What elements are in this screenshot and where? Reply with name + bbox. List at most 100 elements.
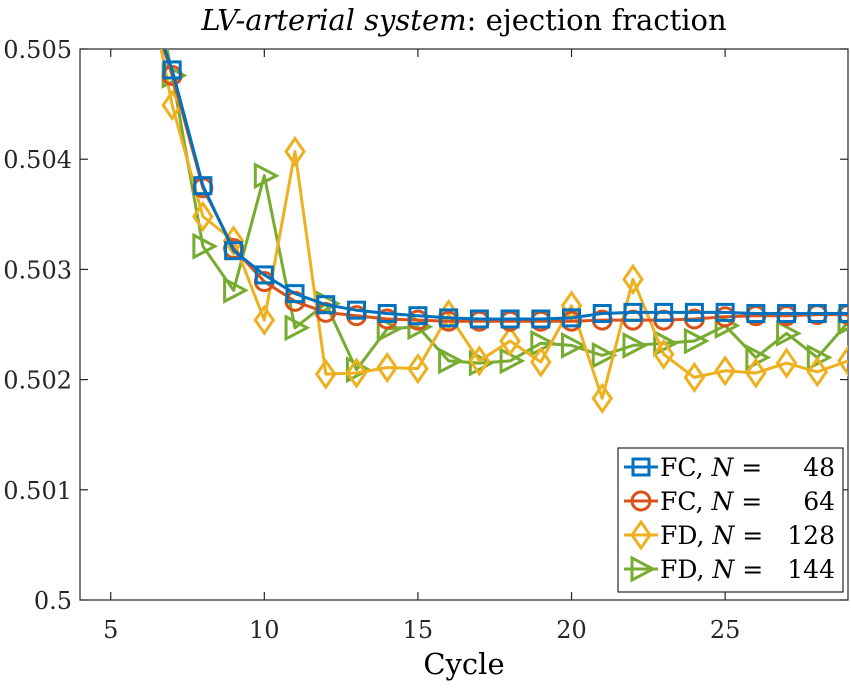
- legend-label: FD, N =: [660, 521, 763, 550]
- data-point-diamond: [806, 356, 829, 388]
- data-point-diamond: [407, 352, 429, 385]
- data-point-square: [162, 60, 182, 80]
- data-point-diamond: [714, 355, 736, 387]
- legend-method: FC,: [660, 453, 711, 482]
- legend-entry: FD, N = 144: [624, 555, 835, 584]
- data-point-diamond: [683, 361, 706, 394]
- y-tick-label: 0.503: [3, 256, 72, 284]
- series-circle: [161, 49, 848, 332]
- data-point-square: [654, 302, 674, 322]
- x-tick-label: 20: [556, 616, 587, 644]
- data-point-diamond: [591, 382, 614, 414]
- data-point-square: [377, 303, 397, 323]
- series-line: [165, 49, 848, 372]
- data-point-diamond: [376, 351, 399, 384]
- data-point-triangle-right: [192, 232, 219, 260]
- legend-eq: =: [734, 521, 763, 550]
- data-point-square: [500, 309, 520, 329]
- legend-number: 128: [787, 521, 835, 550]
- data-point-triangle-right: [561, 331, 587, 359]
- series-square: [162, 49, 848, 329]
- legend-label: FD, N =: [660, 555, 763, 584]
- data-point-square: [562, 308, 582, 328]
- legend-number: 144: [787, 555, 835, 584]
- legend-eq: =: [733, 487, 762, 516]
- legend-marker-square: [631, 457, 651, 477]
- data-point-diamond: [314, 358, 337, 390]
- data-point-square: [777, 303, 797, 323]
- y-tick-label: 0.504: [3, 146, 72, 174]
- y-tick-label: 0.502: [3, 367, 72, 395]
- legend-var: N: [711, 555, 735, 584]
- data-point-square: [531, 309, 551, 329]
- data-point-square: [346, 300, 366, 320]
- series-line: [162, 49, 848, 323]
- legend-entry: FC, N = 48: [624, 453, 835, 482]
- data-point-triangle-right: [683, 327, 710, 355]
- legend-method: FD,: [660, 555, 712, 584]
- data-point-triangle-right: [284, 314, 311, 342]
- data-point-square: [623, 302, 643, 322]
- legend-var: N: [710, 453, 734, 482]
- data-point-diamond: [529, 346, 552, 378]
- legend-number: 64: [803, 487, 835, 516]
- data-point-square: [746, 303, 766, 323]
- legend-entry: FC, N = 64: [624, 487, 835, 516]
- data-point-triangle-right: [376, 315, 403, 343]
- data-point-square: [193, 176, 213, 196]
- data-point-triangle-right: [622, 331, 649, 359]
- data-point-triangle-right: [591, 341, 618, 369]
- data-point-diamond: [745, 357, 767, 389]
- data-point-square: [224, 241, 244, 261]
- chart-title-rest: : ejection fraction: [467, 3, 727, 37]
- data-point-square: [715, 302, 735, 322]
- legend-entry: FD, N = 128: [624, 519, 835, 551]
- data-point-triangle-right: [499, 347, 526, 375]
- data-point-square: [439, 308, 459, 328]
- data-point-square: [807, 303, 827, 323]
- x-tick-label: 10: [249, 616, 280, 644]
- y-tick-label: 0.501: [3, 477, 72, 505]
- data-point-square: [285, 284, 305, 304]
- data-point-square: [316, 295, 336, 315]
- x-tick-label: 15: [403, 616, 434, 644]
- data-point-triangle-right: [776, 319, 802, 347]
- x-tick-label: 25: [710, 616, 741, 644]
- legend-method: FC,: [660, 487, 711, 516]
- data-point-square: [469, 309, 489, 329]
- y-tick-label: 0.5: [34, 587, 72, 615]
- data-point-triangle-right: [653, 329, 679, 357]
- data-point-diamond: [253, 304, 276, 336]
- data-point-diamond: [468, 345, 491, 377]
- x-tick-label: 5: [103, 616, 118, 644]
- data-point-diamond: [192, 200, 214, 233]
- legend-var: N: [710, 487, 734, 516]
- data-point-triangle-right: [253, 162, 280, 190]
- legend-marker-circle: [630, 490, 652, 512]
- data-point-square: [838, 303, 848, 323]
- legend-marker-diamond: [630, 519, 652, 551]
- legend-number: 48: [803, 453, 835, 482]
- data-point-square: [684, 302, 704, 322]
- legend-eq: =: [734, 555, 763, 584]
- data-point-diamond: [652, 338, 675, 370]
- legend-label: FC, N =: [660, 487, 762, 516]
- legend-method: FD,: [660, 521, 712, 550]
- data-point-triangle-right: [438, 347, 464, 375]
- axis-ticks: 5 10 15 20 25 0.5 0.501 0.502 0.503 0.504 0.505: [3, 36, 848, 644]
- series-layer: [159, 49, 848, 414]
- y-tick-label: 0.505: [3, 36, 72, 64]
- data-point-diamond: [837, 345, 848, 377]
- legend-label: FC, N =: [660, 453, 762, 482]
- data-point-square: [408, 306, 428, 326]
- x-axis-label: Cycle: [423, 647, 504, 681]
- data-point-diamond: [499, 325, 521, 357]
- data-point-diamond: [284, 135, 306, 168]
- data-point-diamond: [775, 347, 798, 379]
- series-line: [159, 49, 848, 400]
- series-line: [163, 49, 848, 321]
- chart-title: LV-arterial system: ejection fraction: [200, 3, 726, 37]
- data-point-square: [254, 265, 274, 285]
